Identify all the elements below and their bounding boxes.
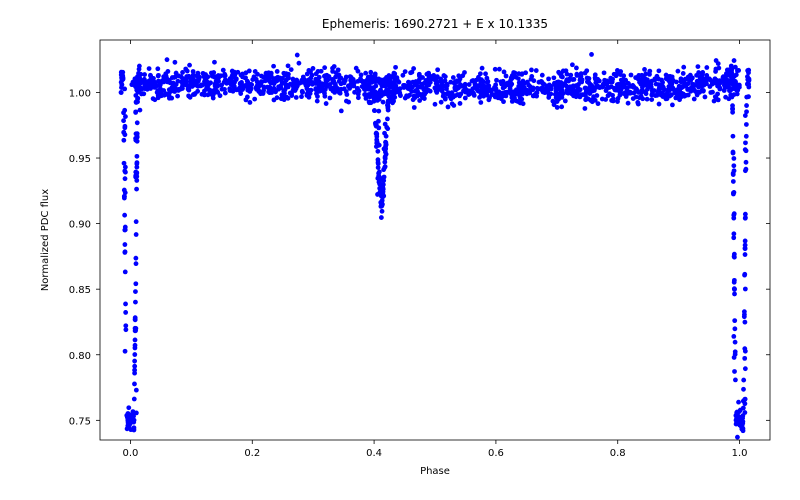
x-tick-label: 0.8 <box>610 448 626 459</box>
x-tick-label: 0.0 <box>123 448 139 459</box>
phase-fold-chart: 0.0 0.2 0.4 0.6 0.8 1.0 0.75 0.80 0.85 0.90 0.95 1.… <box>0 0 800 500</box>
y-tick-label: 0.75 <box>69 416 91 427</box>
chart-title: Ephemeris: 1690.2721 + E x 10.1335 <box>322 17 548 31</box>
x-tick-label: 1.0 <box>732 448 748 459</box>
y-tick-label: 0.80 <box>69 351 91 362</box>
x-tick-label: 0.2 <box>244 448 260 459</box>
y-axis-label: Normalized PDC flux <box>40 189 51 291</box>
y-tick-label: 0.90 <box>69 220 91 231</box>
x-tick-label: 0.6 <box>488 448 504 459</box>
y-tick-label: 0.85 <box>69 285 91 296</box>
y-tick-label: 0.95 <box>69 154 91 165</box>
y-tick-label: 1.00 <box>69 88 91 99</box>
x-tick-label: 0.4 <box>366 448 382 459</box>
x-axis-label: Phase <box>420 466 450 477</box>
